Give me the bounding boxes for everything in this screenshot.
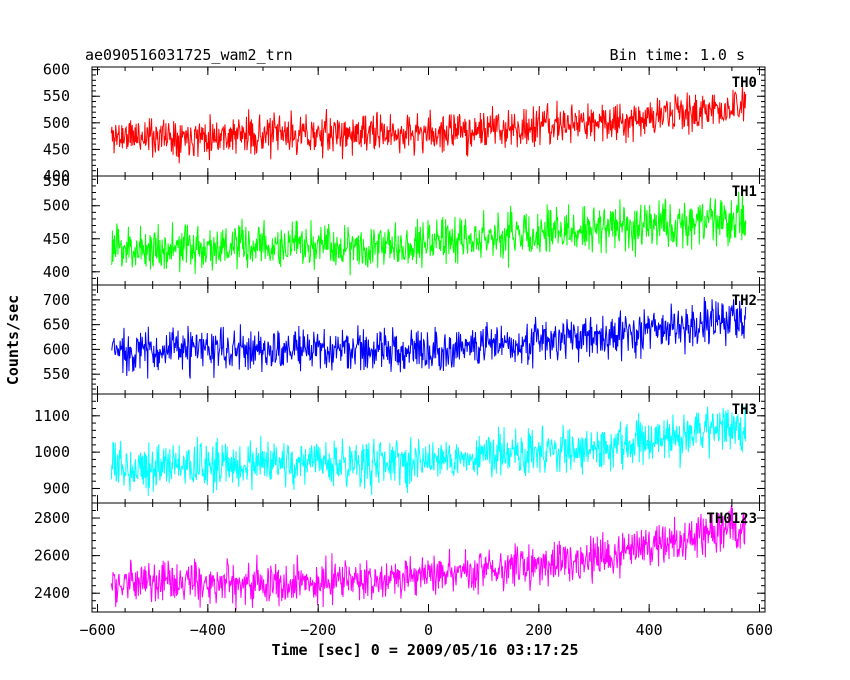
bin-time-label: Bin time: 1.0 s: [610, 46, 745, 64]
y-tick-label: 500: [43, 197, 70, 215]
y-axis-title: Counts/sec: [4, 295, 22, 385]
x-tick-label: −200: [300, 621, 336, 639]
y-tick-label: 2800: [34, 509, 70, 527]
series-line-th3: [110, 406, 747, 497]
x-tick-label: −600: [79, 621, 115, 639]
panel-label-th1: TH1: [732, 184, 757, 200]
y-tick-label: 600: [43, 340, 70, 358]
y-tick-label: 2600: [34, 547, 70, 565]
y-tick-label: 500: [43, 114, 70, 132]
panel-th3: 900 1000 1100 TH3: [34, 393, 766, 504]
y-tick-label: 550: [43, 365, 70, 383]
y-tick-label: 600: [43, 61, 70, 79]
y-tick-label: 450: [43, 230, 70, 248]
series-line-th2: [111, 296, 747, 379]
y-tick-label: 400: [43, 263, 70, 281]
x-axis-title: Time [sec] 0 = 2009/05/16 03:17:25: [271, 641, 578, 659]
y-tick-label: 1000: [34, 443, 70, 461]
panel-th0: 400 450 500 550 600 TH0: [43, 61, 766, 185]
y-tick-label: 900: [43, 479, 70, 497]
panel-label-th0: TH0: [732, 75, 757, 91]
x-tick-label: 0: [424, 621, 433, 639]
y-tick-label: 2400: [34, 584, 70, 602]
y-tick-label: 650: [43, 316, 70, 334]
series-line-th0123: [110, 505, 747, 611]
panel-label-th2: TH2: [732, 293, 757, 309]
x-tick-label: 600: [746, 621, 773, 639]
panels-group: 400 450 500 550 600 TH0 400 450 500 550 TH1 550 600 6…: [34, 61, 766, 613]
panel-th2: 550 600 650 700 TH2: [43, 284, 766, 395]
y-tick-label: 400: [43, 167, 70, 185]
series-line-th0: [110, 86, 747, 164]
y-tick-label: 1100: [34, 407, 70, 425]
panel-label-th0123: TH0123: [706, 511, 757, 527]
y-tick-label: 700: [43, 291, 70, 309]
x-axis: −600 −400 −200 0 200 400 600: [79, 621, 773, 639]
x-tick-label: −400: [190, 621, 226, 639]
x-tick-label: 400: [636, 621, 663, 639]
y-tick-label: 550: [43, 87, 70, 105]
panel-th1: 400 450 500 550 TH1: [43, 172, 766, 286]
panel-th0123: 2400 2600 2800 TH0123: [34, 502, 766, 613]
series-line-th1: [110, 191, 747, 276]
panel-label-th3: TH3: [732, 402, 757, 418]
chart-title: ae090516031725_wam2_trn: [85, 46, 293, 64]
y-tick-label-top: 550: [43, 172, 70, 190]
x-tick-label: 200: [525, 621, 552, 639]
y-tick-label: 450: [43, 140, 70, 158]
